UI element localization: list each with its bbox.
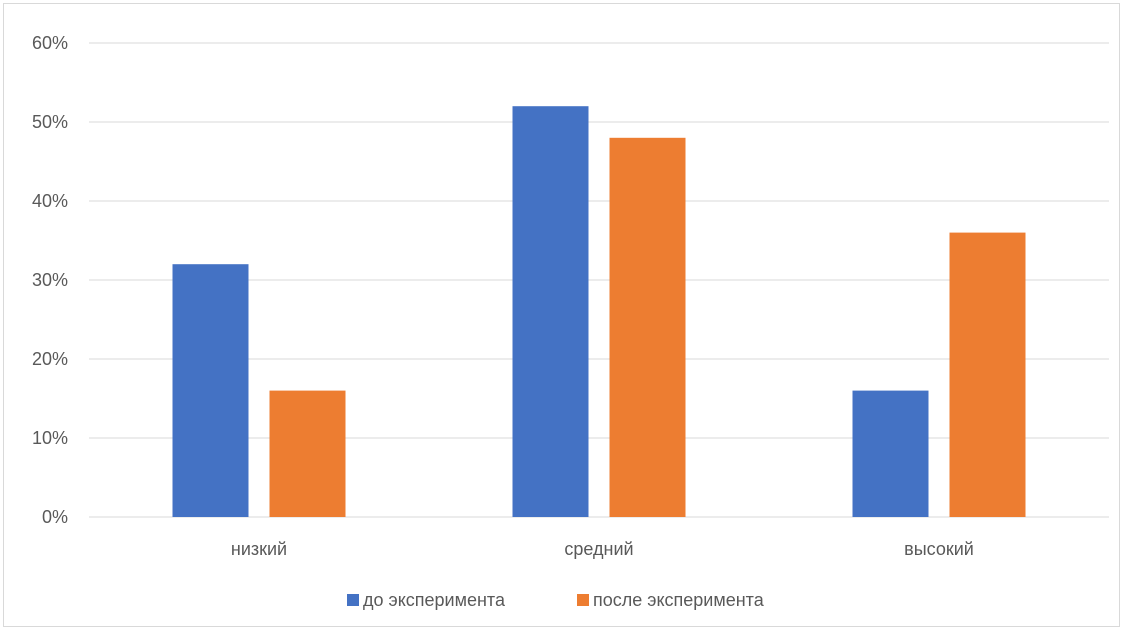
legend-swatch — [577, 594, 589, 606]
y-tick-label: 60% — [32, 33, 68, 53]
legend-label: после эксперимента — [593, 590, 765, 610]
bar-after-0 — [269, 390, 346, 517]
chart-frame: 0% 10% 20% 30% 40% 50% 60% низкий средний высоки… — [3, 3, 1120, 627]
legend-swatch — [347, 594, 359, 606]
y-tick-label: 0% — [42, 507, 68, 527]
x-axis-category-labels: низкий средний высокий — [231, 539, 974, 559]
gridlines — [89, 42, 1109, 518]
y-tick-label: 40% — [32, 191, 68, 211]
y-tick-label: 30% — [32, 270, 68, 290]
bar-after-1 — [609, 137, 686, 518]
x-category-label: высокий — [904, 539, 974, 559]
y-tick-label: 20% — [32, 349, 68, 369]
legend: до эксперимента после эксперимента — [347, 590, 765, 610]
bars — [172, 106, 1026, 518]
bar-before-0 — [172, 264, 249, 517]
bar-after-2 — [949, 232, 1026, 517]
bar-before-1 — [512, 106, 589, 517]
legend-label: до эксперимента — [363, 590, 506, 610]
y-tick-label: 10% — [32, 428, 68, 448]
bar-chart: 0% 10% 20% 30% 40% 50% 60% низкий средний высоки… — [32, 33, 1109, 610]
bar-before-2 — [852, 390, 929, 517]
x-category-label: средний — [564, 539, 633, 559]
x-category-label: низкий — [231, 539, 287, 559]
y-tick-label: 50% — [32, 112, 68, 132]
y-axis-tick-labels: 0% 10% 20% 30% 40% 50% 60% — [32, 33, 68, 527]
